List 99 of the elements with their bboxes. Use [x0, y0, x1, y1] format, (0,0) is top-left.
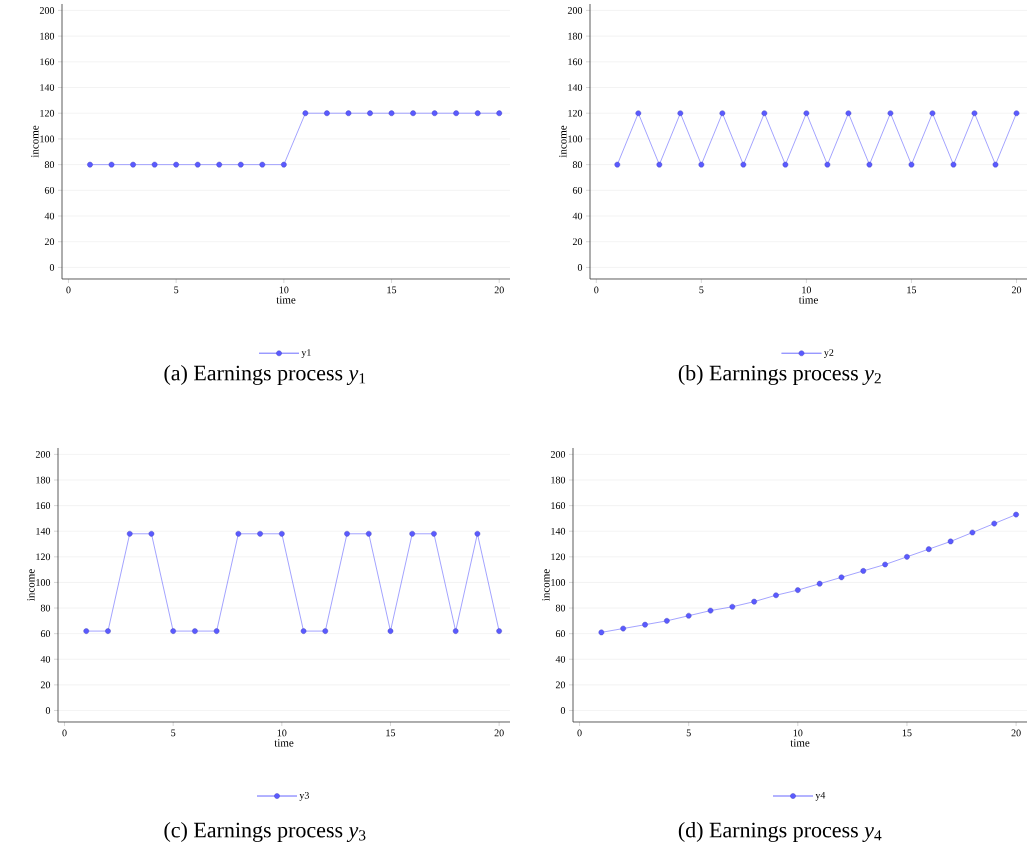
y-tick-label: 200 [550, 451, 566, 458]
point [773, 592, 779, 599]
y-tick-label: 140 [568, 84, 583, 91]
y-tick-label: 80 [40, 604, 51, 612]
y-tick-label: 0 [45, 707, 51, 714]
y-tick-label: 60 [555, 630, 566, 638]
point [664, 618, 670, 624]
y-axis-title: income [542, 569, 550, 601]
legend-label: y1 [301, 349, 311, 358]
y-tick-label: 80 [44, 161, 55, 168]
point [642, 621, 648, 628]
x-tick-label: 10 [802, 286, 812, 294]
y-tick-label: 180 [568, 32, 583, 40]
x-axis-title: time [790, 739, 810, 747]
y-tick-label: 160 [551, 502, 566, 509]
x-tick-label: 0 [62, 729, 67, 737]
y-tick-label: 140 [36, 527, 51, 535]
point [685, 612, 692, 619]
point [816, 580, 823, 587]
point [838, 574, 845, 581]
y-tick-label: 20 [40, 681, 51, 689]
y-tick-label: 100 [36, 579, 51, 586]
y-tick-label: 120 [40, 109, 55, 117]
y-tick-label: 40 [555, 655, 566, 663]
point [795, 587, 801, 593]
y-axis-title: income [27, 569, 35, 601]
y-tick-label: 0 [560, 707, 566, 714]
y-tick-label: 0 [49, 264, 55, 271]
x-tick-label: 20 [494, 286, 504, 294]
y-tick-label: 160 [568, 58, 583, 66]
y-tick-label: 100 [551, 579, 566, 586]
y-axis-title: income [559, 125, 567, 158]
point [925, 546, 932, 552]
y-tick-label: 0 [577, 264, 583, 271]
point [1013, 511, 1019, 518]
x-tick-label: 15 [907, 286, 917, 294]
text: (c) Earnings process y$_{3}$ [164, 822, 366, 843]
point [707, 607, 714, 614]
x-tick-label: 20 [1011, 286, 1022, 294]
point [882, 561, 888, 568]
y-tick-label: 180 [40, 32, 55, 40]
x-axis-title: time [276, 296, 296, 304]
point [947, 538, 954, 545]
x-tick-label: 15 [387, 286, 397, 294]
x-tick-label: 10 [277, 729, 287, 737]
y-tick-label: 40 [572, 212, 583, 220]
y-tick-label: 200 [567, 7, 583, 14]
y-tick-label: 120 [551, 553, 566, 561]
point [969, 529, 976, 536]
point [904, 554, 910, 560]
point [729, 603, 736, 610]
y-tick-label: 60 [44, 186, 55, 194]
y-tick-label: 140 [551, 527, 566, 535]
legend-label: y4 [815, 791, 826, 801]
x-axis-title: time [798, 296, 818, 304]
y-tick-label: 180 [36, 476, 51, 484]
x-tick-label: 10 [793, 729, 803, 737]
x-tick-label: 15 [386, 729, 396, 737]
y-tick-label: 20 [555, 681, 566, 689]
y-tick-label: 200 [35, 451, 51, 458]
y-tick-label: 180 [551, 476, 566, 484]
x-tick-label: 20 [1011, 729, 1021, 737]
y-tick-label: 80 [572, 161, 583, 168]
x-tick-label: 5 [686, 729, 691, 737]
point [860, 568, 867, 574]
y-tick-label: 60 [40, 630, 51, 638]
x-tick-label: 5 [699, 286, 704, 294]
x-tick-label: 20 [494, 729, 504, 737]
y-tick-label: 120 [568, 109, 583, 117]
point [620, 625, 627, 632]
x-tick-label: 0 [594, 286, 599, 294]
y-tick-label: 40 [44, 212, 55, 220]
x-axis-title: time [274, 739, 294, 747]
y-axis-title: income [31, 125, 39, 158]
y-tick-label: 20 [44, 238, 55, 246]
x-tick-label: 10 [279, 286, 289, 294]
x-tick-label: 5 [174, 286, 179, 294]
y-tick-label: 200 [39, 7, 55, 14]
text: (a) Earnings process y$_{1}$ [164, 364, 366, 386]
y-tick-label: 160 [36, 502, 51, 509]
y-tick-label: 160 [40, 58, 55, 66]
x-tick-label: 5 [171, 729, 176, 737]
y-tick-label: 20 [572, 238, 583, 246]
y-tick-label: 40 [40, 655, 51, 663]
y-tick-label: 80 [555, 604, 566, 612]
legend-label: y2 [823, 349, 834, 358]
y-tick-label: 60 [572, 186, 583, 194]
y-tick-label: 100 [40, 135, 55, 143]
x-tick-label: 0 [66, 286, 71, 294]
x-tick-label: 15 [902, 729, 912, 737]
text: (d) Earnings process y$_{4}$ [678, 822, 882, 843]
text: (b) Earnings process y$_{2}$ [678, 364, 881, 386]
point [598, 629, 605, 636]
point [751, 598, 757, 605]
y-tick-label: 100 [568, 135, 583, 143]
point [991, 520, 998, 527]
legend-label: y3 [299, 791, 309, 801]
y-tick-label: 120 [36, 553, 51, 561]
y-tick-label: 140 [40, 84, 55, 91]
